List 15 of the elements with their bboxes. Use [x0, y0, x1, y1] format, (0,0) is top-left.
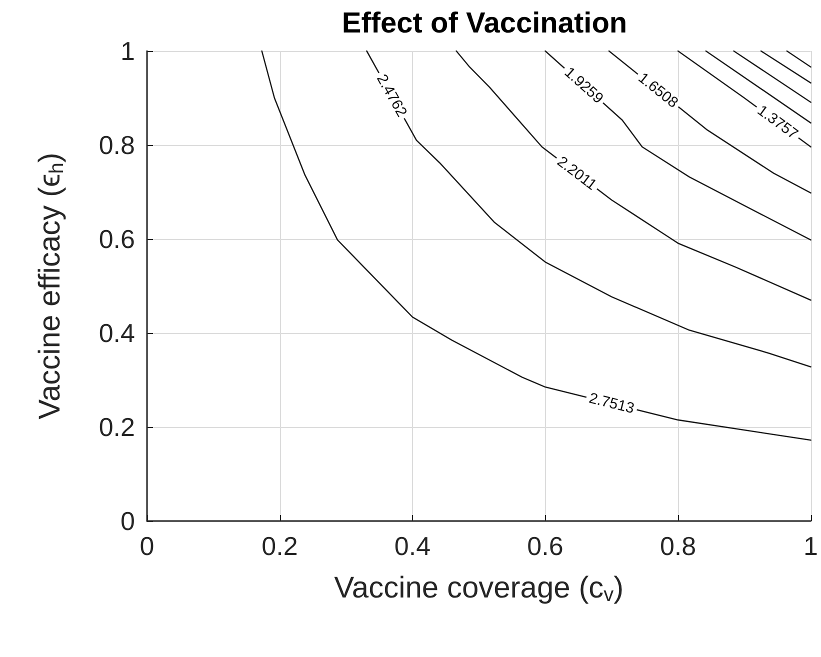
x-tick-label: 0.2 [262, 531, 298, 561]
y-tick-label: 1 [120, 36, 135, 66]
y-tick-label: 0.2 [98, 412, 135, 442]
y-tick-label: 0.6 [98, 224, 135, 254]
x-tick-label: 0.4 [394, 531, 431, 561]
chart-title: Effect of Vaccination [342, 8, 628, 40]
x-tick-label: 1 [804, 531, 818, 561]
x-tick-label: 0 [140, 531, 154, 561]
text: 2.7513 [587, 390, 636, 418]
y-tick-label: 0.8 [98, 130, 135, 160]
y-axis-title: Vaccine efficacy (ϵh) [34, 152, 68, 420]
x-tick-label: 0.8 [660, 531, 696, 561]
x-tick-label: 0.6 [527, 531, 564, 561]
y-tick-label: 0 [120, 506, 135, 536]
y-tick-label: 0.4 [98, 318, 135, 348]
